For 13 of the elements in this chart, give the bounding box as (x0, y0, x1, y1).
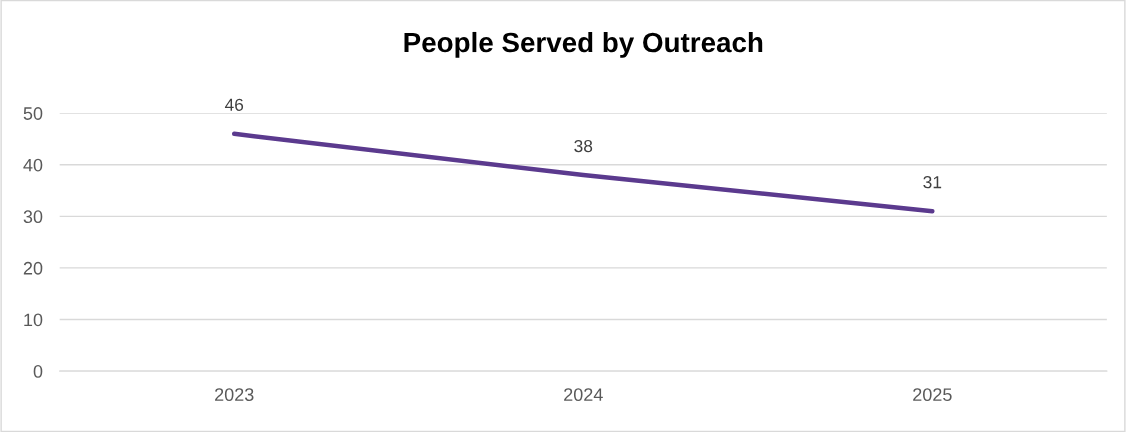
y-tick-label: 20 (23, 261, 43, 275)
y-tick-label: 50 (23, 107, 43, 120)
y-tick-label: 0 (33, 365, 43, 378)
x-tick-label: 2023 (215, 388, 254, 402)
data-label: 38 (574, 139, 593, 153)
x-tick-label: 2024 (564, 388, 603, 402)
chart-title: People Served by Outreach (404, 31, 763, 58)
y-tick-label: 30 (23, 210, 43, 224)
data-label: 31 (923, 176, 942, 189)
x-tick-label: 2025 (913, 388, 952, 402)
y-tick-label: 40 (23, 158, 43, 172)
y-tick-label: 10 (24, 313, 43, 327)
data-label: 46 (224, 98, 244, 111)
